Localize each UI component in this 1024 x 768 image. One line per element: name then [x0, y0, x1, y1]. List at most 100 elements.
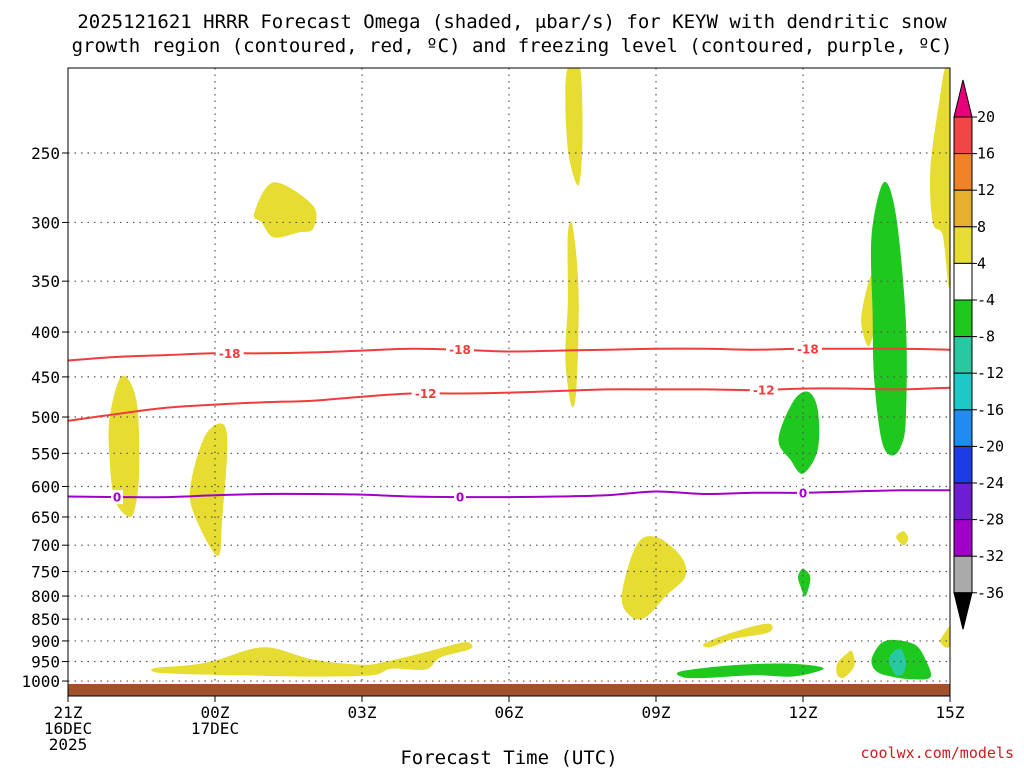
x-tick-label: 09Z — [642, 703, 671, 722]
x-axis-label: Forecast Time (UTC) — [400, 747, 617, 768]
chart-title-line1: 2025121621 HRRR Forecast Omega (shaded, … — [77, 11, 947, 33]
contour-label: 0 — [456, 491, 464, 505]
colorbar-swatch — [953, 519, 973, 557]
colorbar-swatch — [953, 409, 973, 447]
y-tick-label: 250 — [31, 144, 60, 163]
x-tick-label: 21Z 16DEC 2025 — [44, 703, 92, 754]
omega-region-positive — [836, 650, 855, 678]
colorbar-label: -24 — [977, 474, 1004, 492]
omega-region-neg4 — [676, 663, 824, 679]
contour-label: -12 — [753, 383, 775, 397]
x-tick-label-line: 12Z — [789, 703, 818, 722]
contour-labels: -18 -18 -18 -12 -12 0 0 0 — [111, 341, 822, 505]
contour-label-bg — [215, 346, 244, 361]
contour-line — [68, 386, 950, 422]
contour-label-bg — [446, 342, 474, 357]
colorbar-label: -16 — [977, 401, 1004, 419]
x-tick-label: 12Z — [789, 703, 818, 722]
colorbar-label: 16 — [977, 145, 995, 163]
omega-region-positive — [940, 626, 950, 648]
y-tick-label: 600 — [31, 477, 60, 496]
omega-region-positive — [565, 68, 583, 186]
y-axis-ticks: 250 300 350 400 450 500 550 600 650 700 750 800 850 9… — [21, 144, 68, 691]
credit-text: coolwx.com/models — [860, 744, 1014, 762]
colorbar-swatch — [953, 555, 973, 594]
colorbar-label: -4 — [977, 291, 995, 309]
y-tick-label: 350 — [31, 272, 60, 291]
y-tick-label: 950 — [31, 653, 60, 672]
contour-label: -18 — [449, 343, 471, 357]
colorbar-label: -36 — [977, 584, 1004, 602]
x-tick-label: 03Z — [348, 703, 377, 722]
x-axis-ticks: 21Z 16DEC 2025 00Z 17DEC 03Z 06Z 09Z 12Z 15Z — [44, 696, 965, 754]
x-tick-label-line: 15Z — [936, 703, 965, 722]
colorbar-swatch — [953, 262, 973, 301]
colorbar-swatch — [953, 226, 973, 264]
colorbar-label: -8 — [977, 328, 995, 346]
colorbar-label: -20 — [977, 437, 1004, 455]
x-tick-label: 00Z 17DEC — [191, 703, 239, 738]
y-tick-label: 850 — [31, 610, 60, 629]
y-tick-label: 1000 — [21, 672, 60, 691]
colorbar: 20 16 12 8 4 -4 -8 -12 -16 -20 -24 -28 -32 -36 — [953, 79, 1004, 630]
x-tick-label-line: 06Z — [495, 703, 524, 722]
contour-label: 0 — [113, 491, 121, 505]
x-tick-label-line: 21Z — [54, 703, 83, 722]
omega-region-positive — [151, 641, 473, 677]
colorbar-arrow-bottom — [953, 592, 973, 630]
colorbar-label: -12 — [977, 364, 1004, 382]
contour-label: -12 — [415, 387, 437, 401]
contour-label-bg — [454, 490, 466, 505]
y-tick-label: 450 — [31, 368, 60, 387]
ground-strip — [68, 684, 950, 696]
colorbar-swatch — [953, 116, 973, 155]
colorbar-label: 4 — [977, 254, 986, 272]
omega-region-neg8 — [888, 648, 906, 676]
omega-region-positive — [253, 182, 317, 238]
omega-region-neg4 — [870, 181, 907, 456]
contour-label-bg — [797, 485, 809, 500]
grid-lines — [68, 68, 950, 684]
omega-region-positive — [189, 423, 228, 556]
colorbar-arrow-top — [953, 79, 973, 118]
omega-region-positive — [565, 221, 579, 408]
omega-region-positive — [929, 68, 950, 289]
x-tick-label: 06Z — [495, 703, 524, 722]
omega-region-positive — [861, 275, 876, 347]
y-tick-label: 650 — [31, 508, 60, 527]
omega-region-positive — [702, 623, 773, 648]
omega-region-neg4 — [798, 568, 811, 597]
contour-label-bg — [111, 490, 123, 505]
omega-region-positive — [896, 531, 909, 546]
contour-label: -18 — [797, 342, 819, 356]
x-tick-label-line: 03Z — [348, 703, 377, 722]
colorbar-swatch — [953, 445, 973, 484]
y-tick-label: 550 — [31, 444, 60, 463]
colorbar-label: 20 — [977, 108, 995, 126]
y-tick-label: 300 — [31, 213, 60, 232]
colorbar-label: -28 — [977, 511, 1004, 529]
colorbar-swatch — [953, 482, 973, 521]
colorbar-label: 8 — [977, 218, 986, 236]
colorbar-swatch — [953, 153, 973, 191]
x-tick-label-line: 09Z — [642, 703, 671, 722]
omega-shaded-regions — [108, 68, 950, 680]
y-tick-label: 900 — [31, 632, 60, 651]
contour-label-bg — [411, 386, 440, 401]
colorbar-swatch — [953, 372, 973, 411]
y-tick-label: 800 — [31, 587, 60, 606]
x-tick-label: 15Z — [936, 703, 965, 722]
colorbar-label: -32 — [977, 547, 1004, 565]
x-tick-label-line: 17DEC — [191, 719, 239, 738]
contour-label-bg — [793, 341, 822, 356]
x-tick-label-line: 00Z — [201, 703, 230, 722]
chart-title-line2: growth region (contoured, red, ºC) and f… — [72, 35, 953, 57]
colorbar-swatch — [953, 189, 973, 228]
contour-label: -18 — [219, 347, 241, 361]
contour-label: 0 — [799, 486, 807, 500]
omega-region-positive — [621, 536, 687, 620]
colorbar-swatch — [953, 336, 973, 374]
y-tick-label: 500 — [31, 408, 60, 427]
omega-region-neg4 — [778, 391, 820, 474]
